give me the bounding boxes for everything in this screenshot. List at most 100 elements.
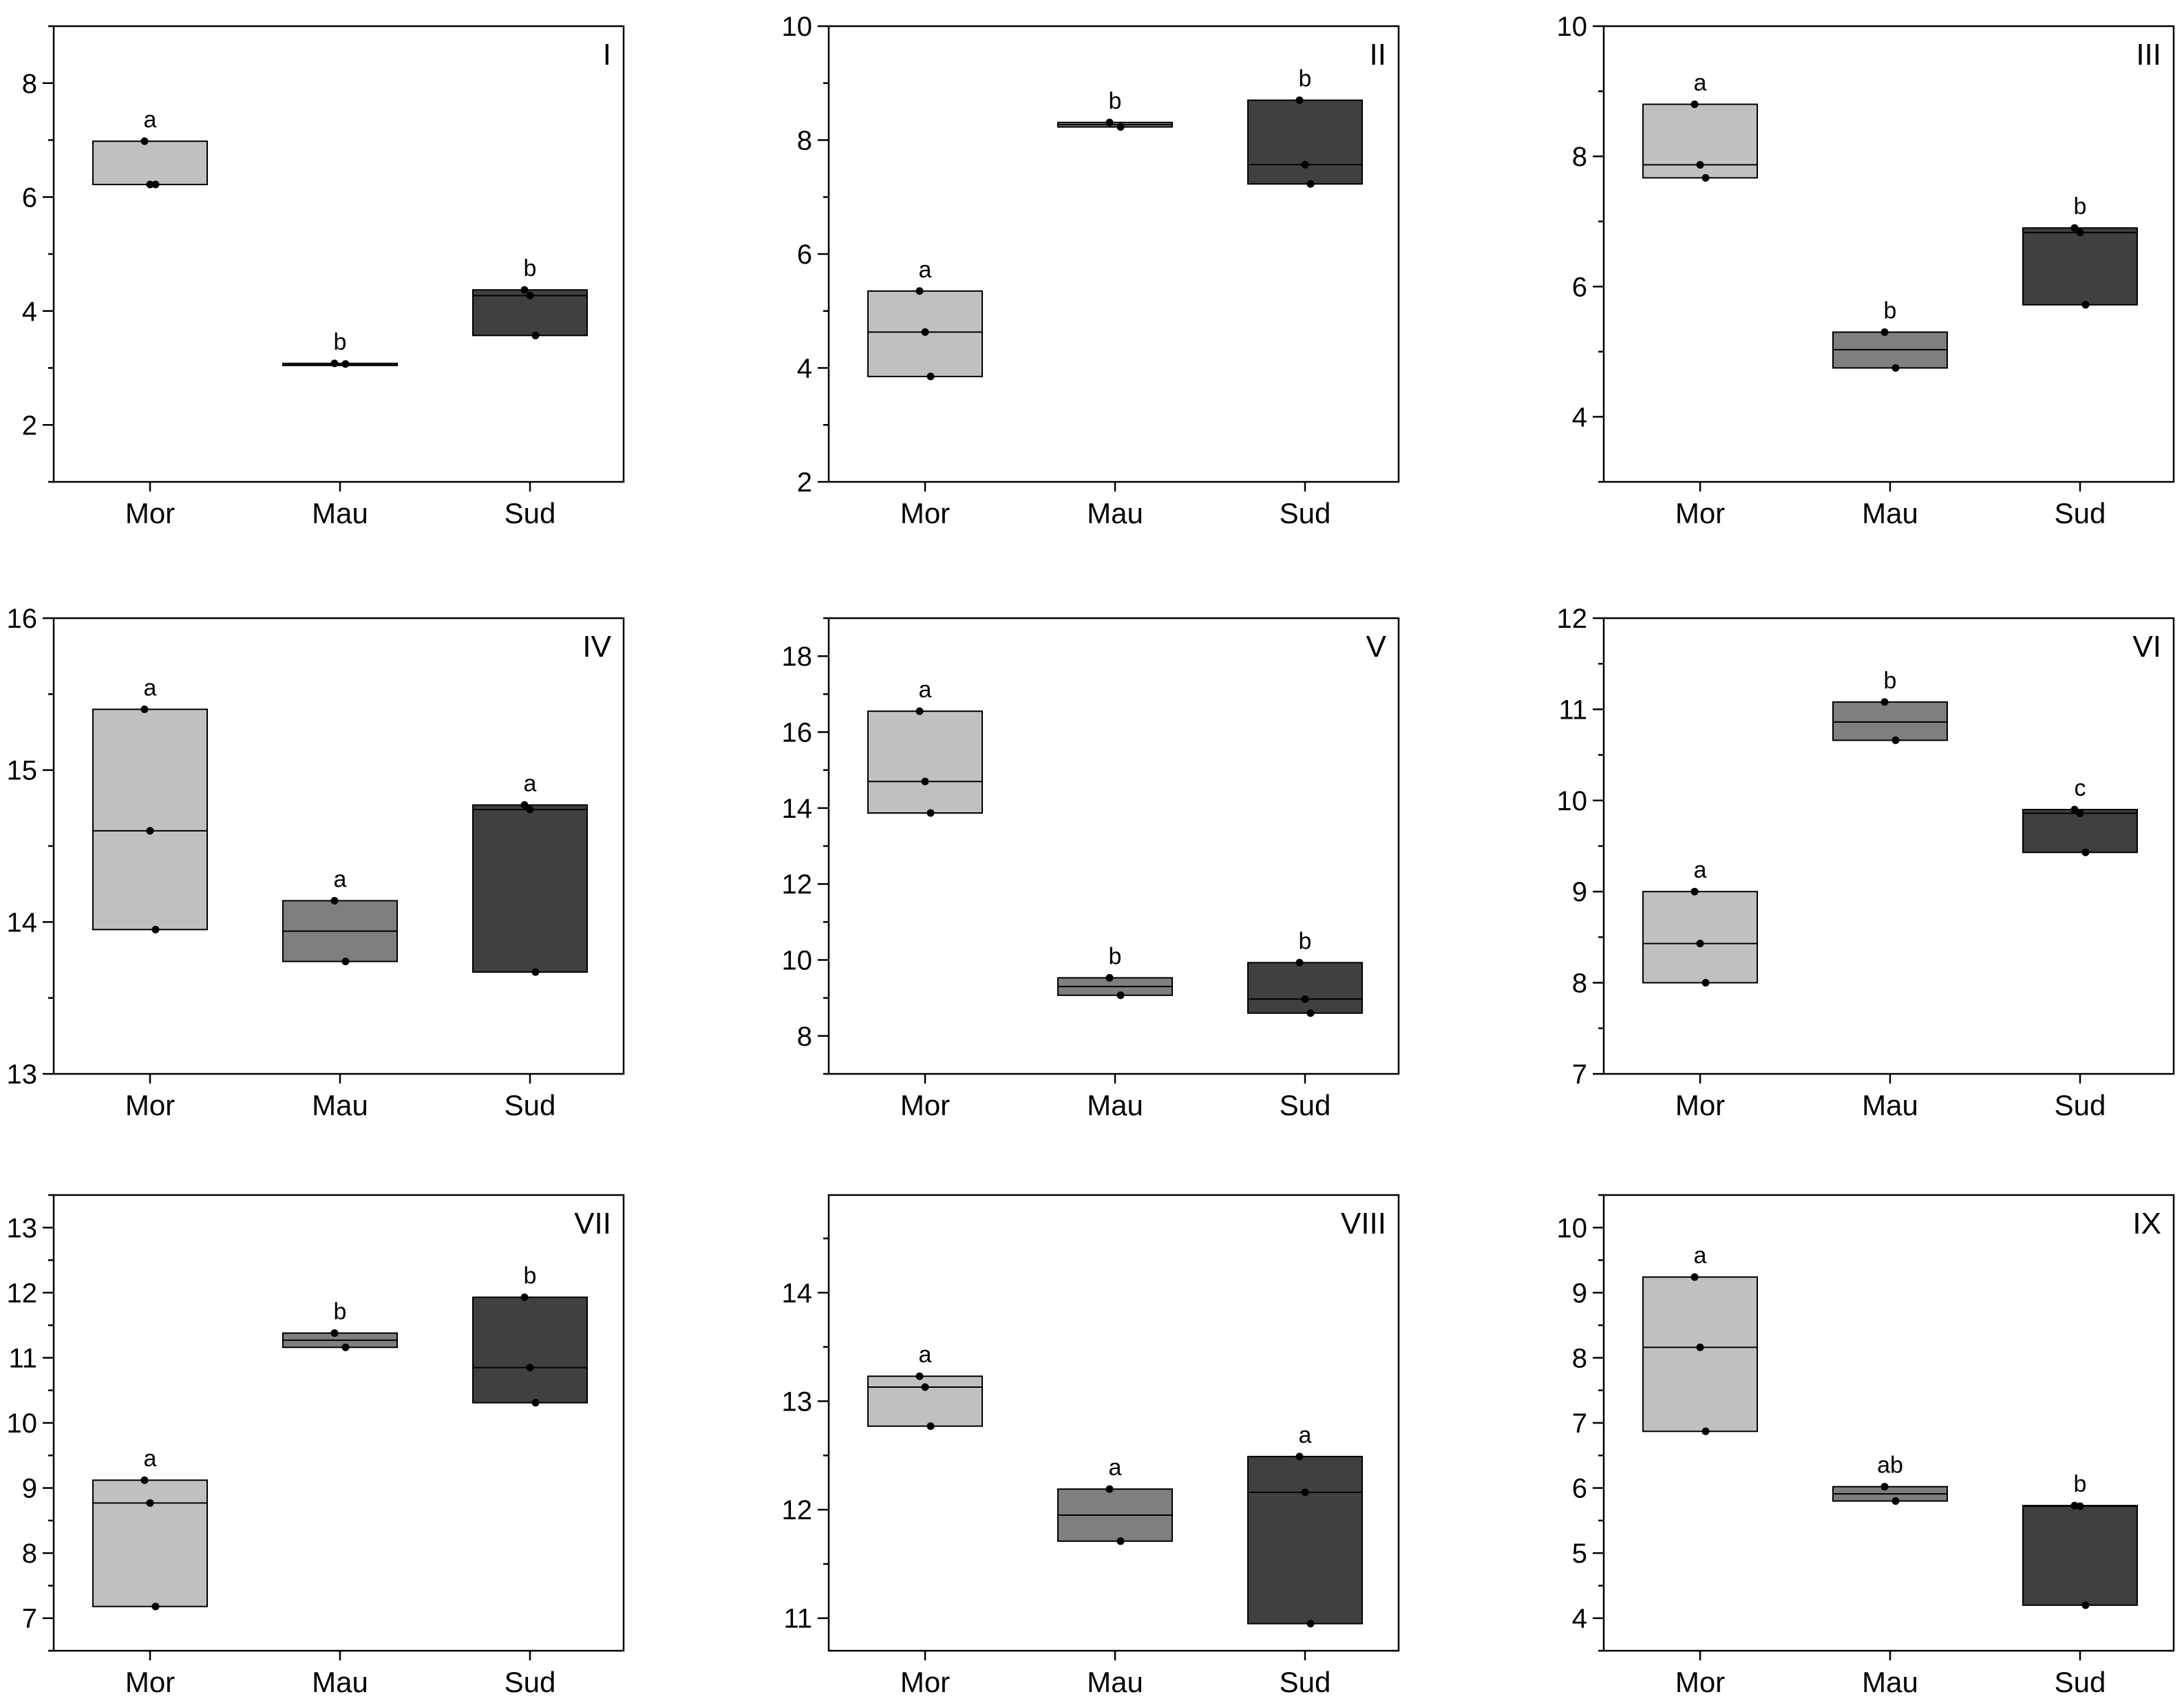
data-point [1116,123,1125,131]
panel-I: 2 4 6 8 Mor Mau Sud a b b I [22,25,625,529]
significance-letter: c [2075,775,2086,801]
x-tick-label: Sud [2055,497,2106,529]
y-tick-label: 14 [782,1278,813,1309]
data-point [146,1499,154,1507]
x-tick-label: Sud [1280,1089,1331,1121]
panel-VIII: 11 12 13 14 Mor Mau Sud a a a VIII [782,1194,1400,1698]
y-tick-label: 11 [8,1343,37,1373]
box-mor [92,708,208,931]
data-point [531,1399,540,1407]
plot-frame [827,1194,1400,1652]
panel-II: 2 4 6 8 10 Mor Mau Sud a b b II [782,12,1400,529]
y-tick-label: 12 [782,1495,813,1525]
significance-letter: b [524,1262,537,1289]
data-point [915,287,924,295]
box-sud [472,1296,588,1404]
x-tick-label: Mau [312,1089,368,1121]
data-point [915,707,924,715]
y-tick-label: 10 [1557,786,1588,816]
y-tick-label: 8 [22,69,37,99]
box-sud [472,804,588,973]
x-tick-label: Sud [2055,1089,2106,1121]
box-mor [92,140,208,186]
data-point [1116,1537,1125,1545]
data-point [926,1422,935,1430]
data-point [1880,698,1889,706]
data-point [1301,995,1309,1003]
data-point [330,359,339,368]
y-tick-label: 12 [7,1278,38,1309]
y-tick-label: 6 [22,182,37,213]
y-tick-label: 7 [1572,1408,1587,1439]
data-point [1701,979,1710,987]
y-tick-label: 12 [782,869,813,900]
y-tick-label: 2 [22,410,37,441]
y-tick-label: 4 [22,297,37,327]
x-tick-label: Mau [312,1666,368,1698]
y-tick-label: 10 [1557,12,1588,42]
y-tick-label: 11 [1558,695,1587,725]
panel-label: IX [2132,1207,2161,1240]
y-tick-label: 11 [783,1604,812,1634]
y-tick-label: 13 [7,1213,38,1243]
box-mor [92,1479,208,1607]
panel-label: VII [574,1207,611,1240]
x-tick-label: Mor [125,1089,175,1121]
data-point [1701,1427,1710,1435]
significance-letter: b [1299,66,1312,92]
box-mor [1642,1276,1758,1433]
data-point [1105,973,1114,982]
panel-label: III [2136,38,2161,72]
data-point [531,331,540,339]
x-tick-label: Mor [900,1089,950,1121]
data-point [2081,1601,2090,1609]
x-tick-label: Mor [125,1666,175,1698]
y-tick-label: 10 [7,1408,38,1439]
data-point [140,137,149,145]
x-tick-label: Sud [1280,1666,1331,1698]
x-tick-label: Sud [505,1089,556,1121]
y-tick-label: 6 [1572,1474,1587,1504]
significance-letter: a [919,677,932,703]
y-tick-label: 8 [1572,1343,1587,1373]
data-point [926,809,935,817]
x-tick-label: Sud [505,1666,556,1698]
panel-VII: 7 8 9 10 11 12 13 Mor Mau Sud a b b VII [7,1194,625,1698]
data-point [151,925,160,933]
data-point [151,180,160,189]
data-point [140,705,149,713]
data-point [1306,1620,1315,1628]
y-tick-label: 10 [782,946,813,976]
data-point [926,372,935,381]
x-tick-label: Mau [1087,1666,1143,1698]
data-point [1116,991,1125,1000]
data-point [1105,1485,1114,1493]
y-tick-label: 8 [1572,969,1587,999]
data-point [531,968,540,976]
data-point [1306,1009,1315,1017]
y-tick-label: 9 [1572,1278,1587,1309]
data-point [2076,809,2084,817]
significance-letter: b [2074,1471,2087,1497]
x-tick-label: Mor [125,497,175,529]
data-point [341,958,350,966]
y-tick-label: 13 [782,1386,813,1417]
x-tick-label: Mor [1675,1666,1725,1698]
data-point [151,1603,160,1611]
significance-letter: a [1109,1455,1122,1481]
data-point [526,805,534,814]
significance-letter: a [144,675,157,701]
x-tick-label: Sud [2055,1666,2106,1698]
data-point [526,291,534,299]
panel-VI: 7 8 9 10 11 12 Mor Mau Sud a b c VI [1557,604,2175,1121]
panel-label: II [1370,38,1386,72]
significance-letter: ab [1877,1452,1903,1479]
data-point [1105,118,1114,127]
panel-label: VI [2132,630,2161,664]
y-tick-label: 4 [1572,1604,1587,1634]
box-mor [1642,891,1758,984]
panel-label: VIII [1341,1207,1386,1240]
data-point [2081,848,2090,856]
y-tick-label: 7 [1572,1059,1587,1090]
